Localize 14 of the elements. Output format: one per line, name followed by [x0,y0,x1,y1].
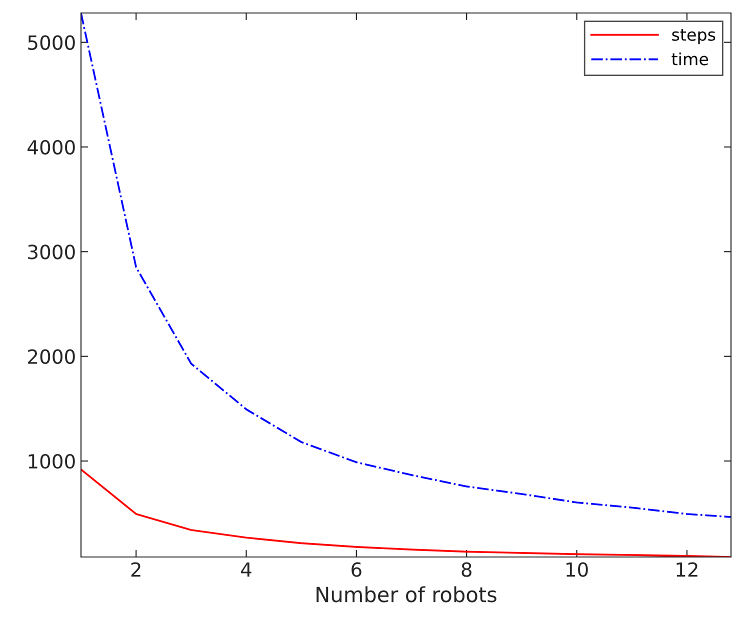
x-tick-label: 8 [462,562,472,577]
y-tick-label: 3000 [28,244,75,260]
y-tick-label: 2000 [28,349,75,364]
x-tick-label: 12 [676,562,698,577]
legend-label: steps [672,28,716,44]
y-tick-label: 5000 [28,35,75,50]
x-tick-label: 2 [131,562,140,577]
x-tick-label: 10 [566,562,588,577]
x-tick-label: 6 [352,562,362,577]
x-axis-title: Number of robots [316,586,496,602]
legend-label: time [672,52,708,66]
y-tick-label: 4000 [28,140,75,155]
y-tick-label: 1000 [28,454,75,469]
x-tick-label: 4 [241,562,252,577]
